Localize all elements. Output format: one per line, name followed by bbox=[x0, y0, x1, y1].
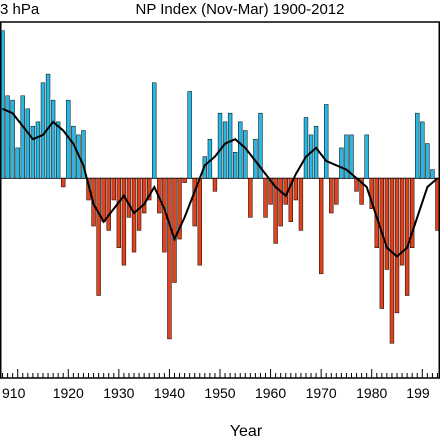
bar-1975 bbox=[344, 134, 349, 179]
bar-1934 bbox=[136, 178, 142, 231]
bar-1954 bbox=[238, 121, 243, 179]
bar-1990 bbox=[420, 121, 425, 179]
bar-1930 bbox=[116, 178, 122, 249]
bar-1976 bbox=[349, 134, 354, 179]
bar-1918 bbox=[55, 121, 61, 179]
bar-1967 bbox=[303, 117, 309, 179]
bar-1974 bbox=[339, 147, 344, 179]
bar-1970 bbox=[318, 178, 324, 275]
bar-1983 bbox=[384, 178, 390, 270]
bar-1942 bbox=[177, 178, 182, 240]
bar-1941 bbox=[172, 178, 177, 283]
smoothed-series-line bbox=[2, 107, 439, 258]
bar-1927 bbox=[101, 178, 106, 222]
bar-1952 bbox=[227, 112, 233, 179]
bar-1928 bbox=[106, 178, 111, 231]
bar-1982 bbox=[379, 178, 385, 309]
bar-1988 bbox=[410, 178, 415, 249]
x-tick-label: 1920 bbox=[53, 385, 84, 401]
bar-1953 bbox=[232, 151, 238, 179]
bar-1929 bbox=[111, 178, 116, 201]
y-axis-label-partial: 3 hPa bbox=[0, 1, 40, 18]
bar-1910 bbox=[15, 147, 20, 179]
bar-1984 bbox=[389, 178, 395, 344]
bar-1956 bbox=[248, 178, 253, 218]
bar-1955 bbox=[243, 130, 248, 179]
x-tick-label: 910 bbox=[2, 385, 26, 401]
bar-1987 bbox=[404, 178, 410, 296]
bar-1978 bbox=[359, 178, 364, 205]
bar-1915 bbox=[40, 82, 46, 179]
bar-1933 bbox=[131, 178, 137, 253]
bar-1962 bbox=[278, 178, 283, 227]
bar-1913 bbox=[30, 125, 36, 179]
bar-1943 bbox=[182, 178, 187, 183]
x-tick-label: 1950 bbox=[204, 385, 235, 401]
bar-1919 bbox=[61, 178, 66, 188]
bars-group bbox=[0, 30, 440, 344]
bar-1917 bbox=[50, 99, 56, 179]
bar-1979 bbox=[364, 134, 369, 179]
bar-1960 bbox=[268, 178, 273, 205]
bar-1932 bbox=[126, 178, 132, 218]
bar-1992 bbox=[430, 169, 435, 179]
x-axis-ticks: 910 1920 1930 1940 1950 1960 1970 1980 199 bbox=[2, 369, 438, 401]
bar-1935 bbox=[141, 178, 147, 214]
bar-1989 bbox=[415, 112, 420, 179]
x-tick-label: 1960 bbox=[255, 385, 286, 401]
x-axis-label: Year bbox=[230, 423, 263, 440]
plot-area: 910 1920 1930 1940 1950 1960 1970 1980 199 bbox=[0, 21, 440, 401]
bar-1973 bbox=[334, 178, 339, 205]
x-tick-label: 199 bbox=[406, 385, 430, 401]
bar-1908 bbox=[5, 95, 10, 179]
x-tick-label: 1970 bbox=[306, 385, 337, 401]
bar-1936 bbox=[147, 178, 152, 201]
bar-1931 bbox=[121, 178, 127, 266]
bar-1923 bbox=[81, 130, 86, 179]
bar-1972 bbox=[329, 178, 334, 214]
chart-title: NP Index (Nov-Mar) 1900-2012 bbox=[136, 1, 345, 18]
bar-1944 bbox=[187, 91, 192, 179]
bar-1951 bbox=[222, 121, 228, 179]
bar-1949 bbox=[212, 178, 218, 192]
bar-1914 bbox=[35, 121, 41, 179]
bar-1985 bbox=[394, 178, 400, 314]
bar-1926 bbox=[96, 178, 101, 296]
bar-1958 bbox=[258, 112, 263, 179]
bar-1937 bbox=[152, 82, 157, 179]
bar-1911 bbox=[20, 95, 25, 179]
x-tick-label: 1940 bbox=[154, 385, 185, 401]
bar-1940 bbox=[167, 178, 172, 340]
bar-1946 bbox=[197, 178, 202, 266]
bar-1966 bbox=[298, 178, 304, 231]
bar-1950 bbox=[217, 112, 223, 179]
bar-1961 bbox=[273, 178, 278, 244]
bar-1986 bbox=[399, 178, 405, 266]
bar-1945 bbox=[192, 178, 197, 227]
bar-1971 bbox=[324, 104, 329, 179]
bar-1912 bbox=[25, 108, 30, 179]
bar-1965 bbox=[293, 178, 299, 201]
bar-1969 bbox=[313, 125, 319, 179]
bar-1968 bbox=[308, 134, 314, 179]
x-tick-label: 1930 bbox=[103, 385, 134, 401]
x-tick-label: 1980 bbox=[356, 385, 387, 401]
bar-1991 bbox=[425, 143, 430, 179]
bar-1921 bbox=[71, 125, 76, 179]
bar-1909 bbox=[10, 99, 15, 179]
bar-1964 bbox=[288, 178, 293, 222]
bar-1959 bbox=[263, 178, 268, 218]
